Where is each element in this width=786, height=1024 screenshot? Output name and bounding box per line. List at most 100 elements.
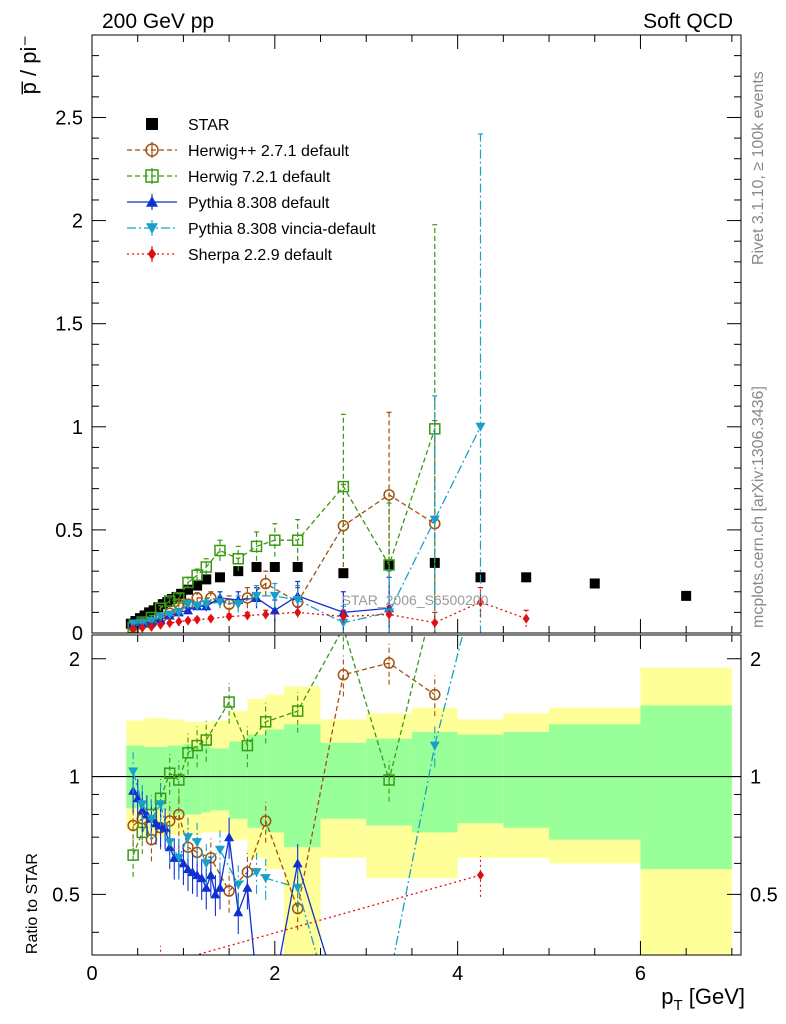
data-point-star [182, 584, 193, 595]
ratio-point-pythia [192, 870, 203, 880]
ratio-point-pythia [338, 1007, 348, 1016]
data-point-sherpa [262, 609, 270, 620]
legend-marker-herwigpp [145, 143, 159, 157]
ratio-point-vincia [137, 800, 148, 810]
legend-entry-star: STAR [146, 117, 229, 134]
data-point-herwig7 [191, 569, 203, 582]
data-point-pythia [182, 605, 193, 615]
data-point-vincia [146, 616, 157, 626]
data-point-herwig7 [383, 559, 395, 571]
data-point-sherpa [138, 622, 146, 633]
ratio-point-herwigpp [127, 819, 139, 832]
analysis-id-watermark: STAR_2006_S6500200 [342, 592, 489, 608]
data-point-herwig7 [232, 553, 245, 565]
x-axis-label: pT [GeV] [661, 984, 745, 1014]
ratio-point-sherpa [157, 960, 164, 970]
data-point-herwigpp [383, 489, 395, 501]
data-point-sherpa [184, 615, 192, 626]
legend-marker-pythia [146, 196, 158, 207]
data-point-vincia [233, 600, 244, 610]
ratio-point-vincia [251, 868, 262, 878]
data-point-star [192, 580, 203, 591]
ratio-point-herwig7 [259, 716, 272, 728]
data-point-sherpa [243, 610, 251, 621]
ratio-uncertainty-bands [92, 667, 741, 955]
series-herwig7 [127, 224, 441, 633]
ratio-band-green [183, 744, 193, 815]
legend-label-vincia: Pythia 8.308 vincia-default [188, 221, 376, 238]
data-point-sherpa [193, 614, 201, 625]
legend-entry-pythia: Pythia 8.308 default [127, 194, 330, 212]
data-point-sherpa [339, 611, 347, 622]
ratio-point-vincia [128, 767, 139, 777]
data-point-sherpa [207, 613, 215, 624]
data-point-herwig7 [337, 480, 350, 493]
ratio-y-tick-label-right: 2 [750, 649, 761, 671]
ratio-line-vincia [132, 635, 464, 955]
ratio-point-pythia [137, 805, 148, 815]
ratio-point-vincia [429, 741, 440, 751]
y-tick-label-top: 1 [72, 417, 83, 439]
ratio-band-green [247, 734, 266, 828]
data-point-herwig7 [200, 561, 213, 573]
ratio-band-green [229, 741, 248, 819]
ratio-series-sherpa [157, 855, 484, 970]
ratio-band-green [167, 745, 184, 815]
data-point-sherpa [431, 617, 439, 628]
ratio-point-vincia [292, 883, 303, 893]
ratio-point-herwigpp [259, 815, 272, 827]
ratio-point-herwigpp [173, 808, 185, 821]
x-tick-label: 0 [86, 963, 97, 985]
legend-entry-herwigpp: Herwig++ 2.7.1 default [127, 142, 350, 160]
legend-label-star: STAR [188, 117, 229, 134]
side-label-rivet: Rivet 3.1.10, ≥ 100k events [750, 71, 767, 265]
data-point-herwig7 [173, 592, 185, 604]
ratio-band-green [457, 734, 504, 824]
series-line-pythia [133, 595, 390, 625]
ratio-point-pythia [233, 907, 244, 917]
ratio-point-vincia [173, 853, 184, 863]
ratio-point-herwig7 [223, 696, 235, 708]
ratio-point-pythia [210, 889, 221, 899]
ratio-point-herwigpp [383, 657, 395, 669]
legend-marker-star [146, 118, 158, 130]
ratio-point-pythia [160, 822, 171, 832]
data-point-sherpa [157, 619, 165, 630]
ratio-point-vincia [192, 838, 203, 848]
data-point-vincia [429, 515, 440, 525]
ratio-band-green [549, 724, 641, 840]
x-tick-label: 6 [635, 963, 646, 985]
legend-marker-vincia [146, 223, 158, 234]
data-point-herwig7 [163, 595, 176, 607]
data-point-herwig7 [291, 534, 304, 546]
data-point-star [338, 568, 349, 579]
data-point-star [251, 562, 262, 573]
data-point-pythia [269, 605, 280, 615]
data-point-vincia [251, 591, 262, 601]
y-tick-label-top: 2 [72, 211, 83, 233]
ratio-point-vincia [155, 800, 166, 810]
series-vincia [128, 133, 486, 633]
legend-entry-vincia: Pythia 8.308 vincia-default [127, 220, 376, 238]
ratio-point-vincia [384, 977, 394, 986]
y-axis-label-top: p̅ / pi⁻ [16, 35, 41, 95]
ratio-panel-series [127, 635, 484, 1016]
data-point-sherpa [175, 616, 183, 627]
data-point-star [269, 562, 280, 573]
y-tick-label-top: 0 [72, 623, 83, 645]
ratio-point-herwig7 [383, 774, 395, 786]
ratio-band-green [192, 745, 202, 815]
series-sherpa [129, 587, 530, 633]
ratio-y-tick-label-right: 1 [750, 767, 761, 789]
ratio-point-vincia [260, 874, 271, 884]
data-point-vincia [475, 422, 486, 432]
ratio-band-green [201, 745, 211, 813]
ratio-point-vincia [146, 814, 157, 824]
data-point-vincia [182, 600, 193, 610]
ratio-point-herwig7 [182, 747, 194, 759]
ratio-y-tick-label-right: 0.5 [750, 884, 778, 906]
data-point-vincia [292, 596, 303, 606]
data-point-vincia [164, 610, 175, 620]
ratio-point-herwig7 [127, 849, 139, 861]
ratio-band-green [283, 724, 321, 848]
